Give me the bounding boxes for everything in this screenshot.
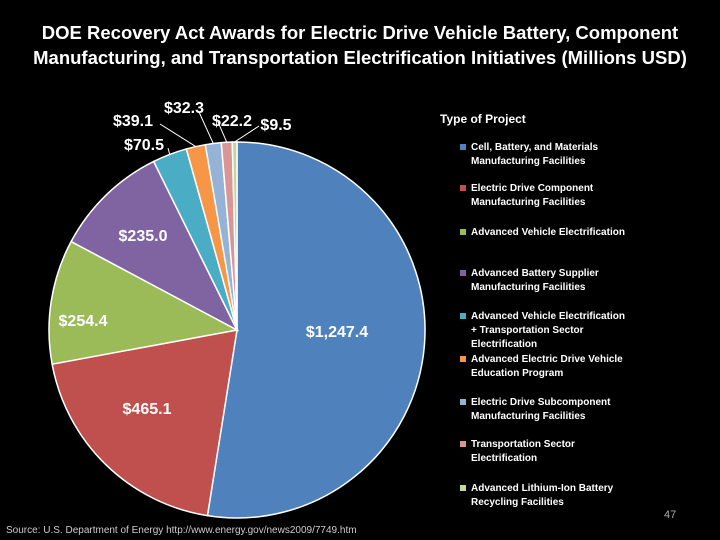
title-line-2: Manufacturing, and Transportation Electr… [33, 47, 687, 68]
legend-label: Manufacturing Facilities [471, 197, 586, 208]
slice-label: $70.5 [124, 137, 164, 154]
slice-label: $22.2 [212, 113, 252, 130]
legend-label: Electrification [471, 339, 537, 350]
legend-label: Recycling Facilities [471, 497, 564, 508]
legend-label: Manufacturing Facilities [471, 411, 586, 422]
page-number: 47 [664, 509, 677, 521]
legend-item: Electric Drive Subcomponent Manufacturing… [460, 397, 611, 422]
legend-swatch [460, 185, 466, 191]
legend-item: Advanced Lithium-Ion Battery Recycling Fa… [460, 483, 614, 508]
legend-swatch [460, 313, 466, 319]
legend-swatch [460, 485, 466, 491]
pie-slice [51, 329, 238, 517]
pie-slice [70, 160, 239, 332]
legend-label: Advanced Vehicle Electrification [471, 227, 625, 238]
legend-label: Advanced Vehicle Electrification [471, 311, 625, 322]
leader-line [159, 123, 197, 148]
pie-slice [48, 240, 240, 366]
legend-label: Advanced Lithium-Ion Battery [471, 483, 614, 494]
slice-label: $9.5 [260, 117, 291, 134]
legend-swatch [460, 399, 466, 405]
leader-lines [159, 111, 260, 155]
legend-swatch [460, 356, 466, 362]
legend-title: Type of Project [440, 112, 526, 126]
slice-labels: $1,247.4 $465.1 $254.4 $235.0 $70.5 $39.1 $32.… [59, 100, 369, 418]
legend-item: Advanced Vehicle Electrification [460, 227, 625, 238]
legend-label: Advanced Battery Supplier [471, 268, 599, 279]
slice-label: $254.4 [59, 313, 108, 330]
legend-swatch [460, 144, 466, 150]
source-citation: Source: U.S. Department of Energy http:/… [6, 525, 357, 536]
title-line-1: DOE Recovery Act Awards for Electric Dri… [41, 22, 679, 43]
leader-line [234, 125, 260, 143]
legend-label: Education Program [471, 368, 563, 379]
leader-line [167, 147, 171, 155]
legend-label: Cell, Battery, and Materials [471, 142, 599, 153]
slice-label: $1,247.4 [306, 324, 368, 341]
legend-item: Electric Drive Component Manufacturing Fa… [460, 183, 594, 208]
legend: Type of Project Cell, Battery, and Mater… [440, 112, 625, 508]
slice-label: $32.3 [164, 100, 204, 117]
slice-label: $465.1 [123, 401, 172, 418]
legend-label: Electrification [471, 453, 537, 464]
legend-label: + Transportation Sector [471, 325, 584, 336]
legend-label: Electric Drive Subcomponent [471, 397, 611, 408]
legend-label: Manufacturing Facilities [471, 282, 586, 293]
slice-label: $235.0 [119, 228, 168, 245]
slice-label: $39.1 [113, 113, 153, 130]
leader-line [198, 111, 214, 144]
legend-item: Advanced Vehicle Electrification + Transp… [460, 311, 625, 350]
legend-label: Manufacturing Facilities [471, 156, 586, 167]
legend-item: Transportation Sector Electrification [460, 439, 575, 464]
pie-slices [48, 141, 426, 519]
legend-item: Advanced Battery Supplier Manufacturing F… [460, 268, 599, 293]
slide-title: DOE Recovery Act Awards for Electric Dri… [10, 20, 710, 70]
legend-item: Advanced Electric Drive Vehicle Education… [460, 354, 623, 379]
legend-item: Cell, Battery, and Materials Manufacturin… [460, 142, 599, 167]
legend-label: Transportation Sector [471, 439, 575, 450]
legend-label: Advanced Electric Drive Vehicle [471, 354, 623, 365]
legend-swatch [460, 229, 466, 235]
legend-swatch [460, 441, 466, 447]
leader-line [217, 121, 228, 143]
legend-label: Electric Drive Component [471, 183, 594, 194]
legend-swatch [460, 270, 466, 276]
pie-slice [206, 141, 426, 519]
